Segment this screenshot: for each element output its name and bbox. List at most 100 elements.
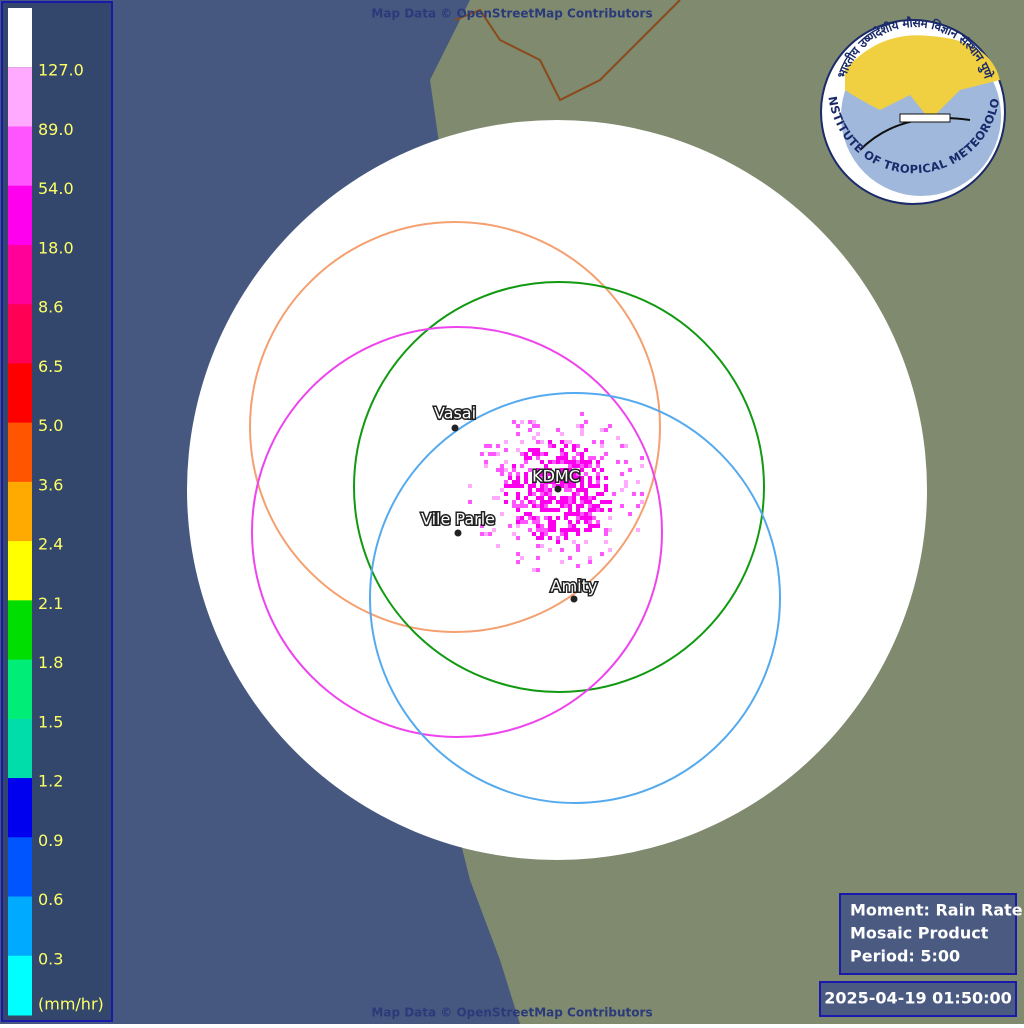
timestamp-panel	[819, 981, 1017, 1017]
echo-pixel	[504, 500, 508, 504]
echo-pixel	[540, 488, 544, 492]
echo-pixel	[624, 460, 628, 464]
echo-pixel	[556, 516, 560, 520]
echo-pixel	[516, 476, 520, 480]
echo-pixel	[572, 512, 576, 516]
echo-pixel	[564, 532, 568, 536]
echo-pixel	[576, 424, 580, 428]
echo-pixel	[592, 508, 596, 512]
echo-pixel	[528, 468, 532, 472]
echo-pixel	[528, 420, 532, 424]
echo-pixel	[572, 480, 576, 484]
echo-pixel	[496, 496, 500, 500]
station-label[interactable]: KDMC	[531, 465, 582, 487]
echo-pixel	[584, 464, 588, 468]
echo-pixel	[536, 528, 540, 532]
echo-pixel	[584, 520, 588, 524]
legend-swatch	[8, 363, 32, 424]
echo-pixel	[564, 516, 568, 520]
echo-pixel	[620, 488, 624, 492]
echo-pixel	[548, 528, 552, 532]
echo-pixel	[532, 420, 536, 424]
logo-arrow	[899, 113, 951, 123]
echo-pixel	[548, 496, 552, 500]
echo-pixel	[640, 456, 644, 460]
echo-pixel	[560, 432, 564, 436]
echo-pixel	[560, 460, 564, 464]
echo-pixel	[580, 424, 584, 428]
echo-pixel	[544, 452, 548, 456]
legend-swatch	[8, 896, 32, 957]
echo-pixel	[580, 512, 584, 516]
echo-pixel	[576, 528, 580, 532]
echo-pixel	[504, 448, 508, 452]
echo-pixel	[512, 480, 516, 484]
echo-pixel	[548, 520, 552, 524]
echo-pixel	[520, 420, 524, 424]
echo-pixel	[548, 468, 552, 472]
echo-pixel	[580, 452, 584, 456]
echo-pixel	[596, 464, 600, 468]
station-dot	[554, 485, 562, 493]
legend-swatch	[8, 837, 32, 898]
echo-pixel	[536, 456, 540, 460]
echo-pixel	[520, 520, 524, 524]
station-label[interactable]: Vile Parle	[419, 508, 496, 530]
legend-label: 0.9	[38, 831, 63, 850]
echo-pixel	[544, 472, 548, 476]
echo-pixel	[548, 500, 552, 504]
echo-pixel	[512, 532, 516, 536]
info-product: Mosaic Product	[850, 924, 989, 943]
echo-pixel	[568, 524, 572, 528]
echo-pixel	[576, 508, 580, 512]
echo-pixel	[624, 444, 628, 448]
echo-pixel	[572, 456, 576, 460]
echo-pixel	[596, 460, 600, 464]
echo-pixel	[492, 452, 496, 456]
echo-pixel	[532, 520, 536, 524]
echo-pixel	[544, 504, 548, 508]
echo-pixel	[540, 496, 544, 500]
echo-pixel	[520, 452, 524, 456]
attribution[interactable]: Map Data © OpenStreetMap Contributors	[371, 7, 652, 21]
station-dot	[570, 595, 578, 603]
echo-pixel	[508, 476, 512, 480]
echo-pixel	[540, 536, 544, 540]
station-label[interactable]: Amity	[549, 575, 599, 597]
echo-pixel	[576, 452, 580, 456]
echo-pixel	[520, 484, 524, 488]
echo-pixel	[604, 484, 608, 488]
echo-pixel	[636, 480, 640, 484]
info-period: Period: 5:00	[850, 947, 960, 966]
echo-pixel	[588, 464, 592, 468]
echo-pixel	[484, 516, 488, 520]
legend-swatch	[8, 481, 32, 542]
echo-pixel	[484, 464, 488, 468]
echo-pixel	[580, 476, 584, 480]
echo-pixel	[576, 476, 580, 480]
range-ring	[251, 326, 663, 738]
echo-pixel	[576, 532, 580, 536]
echo-pixel	[568, 460, 572, 464]
legend-label: 5.0	[38, 416, 63, 435]
echo-pixel	[592, 516, 596, 520]
station-label[interactable]: Vasai	[432, 402, 477, 424]
echo-pixel	[496, 452, 500, 456]
legend-swatch	[8, 8, 32, 68]
echo-pixel	[588, 516, 592, 520]
range-ring	[353, 281, 765, 693]
echo-pixel	[532, 516, 536, 520]
attribution[interactable]: Map Data © OpenStreetMap Contributors	[371, 1006, 652, 1020]
logo-land	[845, 35, 1000, 120]
echo-pixel	[580, 460, 584, 464]
echo-pixel	[468, 500, 472, 504]
echo-pixel	[536, 496, 540, 500]
echo-pixel	[516, 480, 520, 484]
echo-pixel	[540, 504, 544, 508]
legend-label: 3.6	[38, 475, 63, 494]
echo-pixel	[504, 484, 508, 488]
echo-pixel	[544, 468, 548, 472]
echo-pixel	[504, 468, 508, 472]
legend-label: 1.8	[38, 653, 63, 672]
echo-pixel	[588, 460, 592, 464]
